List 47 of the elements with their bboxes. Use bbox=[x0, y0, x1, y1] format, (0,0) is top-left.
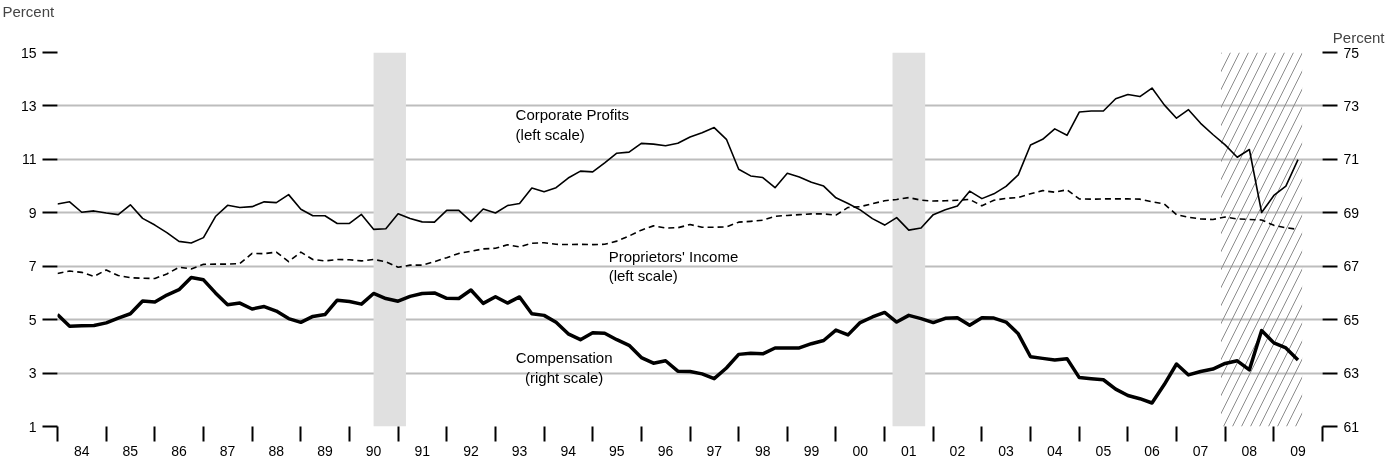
series-label: Proprietors' Income (left scale) bbox=[608, 247, 739, 285]
x-tick-label: 06 bbox=[1144, 442, 1160, 459]
y2-tick-label: 69 bbox=[1343, 204, 1360, 221]
x-tick-label: 03 bbox=[998, 442, 1015, 459]
x-tick-label: 01 bbox=[900, 442, 917, 459]
y2-tick-label: 71 bbox=[1343, 151, 1360, 168]
y2-tick-label: 63 bbox=[1343, 365, 1360, 382]
x-tick-label: 96 bbox=[657, 442, 674, 459]
y-tick-label: 11 bbox=[21, 151, 37, 168]
x-tick-label: 88 bbox=[268, 442, 285, 459]
x-tick-label: 07 bbox=[1192, 442, 1209, 459]
y-tick-label: 3 bbox=[28, 365, 37, 382]
y2-tick-label: 67 bbox=[1343, 258, 1360, 275]
series-label: Compensation (right scale) bbox=[515, 349, 613, 386]
series-label: Corporate Profits (left scale) bbox=[515, 106, 629, 144]
x-tick-label: 95 bbox=[609, 442, 625, 459]
y-tick-label: 13 bbox=[20, 97, 37, 114]
y2-axis-title: Percent bbox=[1332, 28, 1386, 46]
x-tick-label: 87 bbox=[219, 442, 236, 459]
x-tick-label: 99 bbox=[803, 442, 820, 459]
x-tick-label: 84 bbox=[73, 442, 90, 459]
x-tick-label: 86 bbox=[171, 442, 187, 459]
x-tick-label: 09 bbox=[1290, 442, 1306, 459]
y-tick-label: 7 bbox=[28, 258, 37, 275]
x-tick-label: 93 bbox=[511, 442, 528, 459]
y-tick-label: 5 bbox=[28, 311, 37, 328]
x-tick-label: 02 bbox=[949, 442, 966, 459]
x-tick-label: 91 bbox=[414, 442, 431, 459]
y2-tick-label: 65 bbox=[1343, 311, 1360, 328]
y-tick-label: 1 bbox=[28, 418, 37, 435]
y-tick-label: 15 bbox=[20, 44, 37, 61]
x-tick-label: 08 bbox=[1241, 442, 1258, 459]
x-tick-label: 98 bbox=[755, 442, 771, 459]
x-tick-label: 90 bbox=[365, 442, 382, 459]
y2-tick-label: 61 bbox=[1343, 418, 1360, 435]
x-tick-label: 00 bbox=[852, 442, 869, 459]
y2-tick-label: 75 bbox=[1343, 44, 1360, 61]
y2-tick-label: 73 bbox=[1343, 97, 1360, 114]
x-tick-label: 05 bbox=[1095, 442, 1112, 459]
x-tick-label: 04 bbox=[1046, 442, 1063, 459]
x-tick-label: 89 bbox=[317, 442, 333, 459]
x-tick-label: 97 bbox=[706, 442, 723, 459]
x-tick-label: 94 bbox=[560, 442, 577, 459]
x-tick-label: 92 bbox=[463, 442, 479, 459]
x-tick-label: 85 bbox=[122, 442, 139, 459]
y-axis-title: Percent bbox=[2, 2, 56, 20]
y-tick-label: 9 bbox=[28, 204, 37, 221]
